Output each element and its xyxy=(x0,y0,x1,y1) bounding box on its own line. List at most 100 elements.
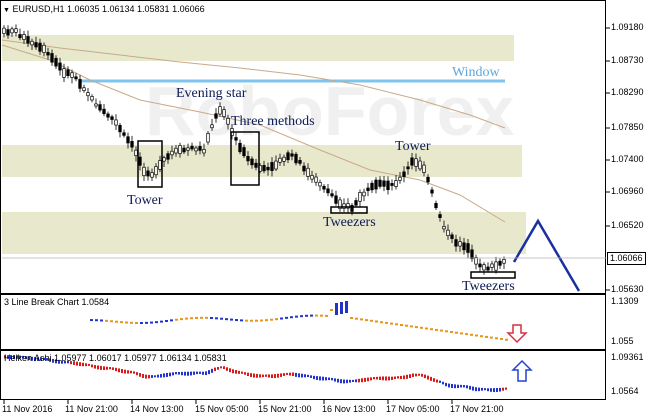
candle-body xyxy=(190,145,194,150)
line-break-bar xyxy=(285,316,288,319)
heiken-ashi-bar xyxy=(394,376,396,380)
heiken-ashi-bar xyxy=(382,376,384,381)
candle-body xyxy=(218,106,222,115)
price-label: 1.09180 xyxy=(611,22,644,32)
candle-body xyxy=(126,136,130,144)
line-break-bar xyxy=(115,320,118,323)
heiken-ashi-bar xyxy=(478,387,480,392)
heiken-ashi-bar xyxy=(178,371,180,375)
line-break-bar xyxy=(290,316,293,319)
candle-body xyxy=(306,167,310,177)
candle-body xyxy=(350,204,354,212)
candle-body xyxy=(146,170,150,177)
heiken-ashi-bar xyxy=(94,365,96,369)
candle-body xyxy=(466,243,470,253)
line-break-bar xyxy=(480,335,483,338)
line-break-bar xyxy=(280,317,283,320)
candle-body xyxy=(346,203,350,209)
price-label: 1.06520 xyxy=(611,220,644,230)
line-break-bar xyxy=(435,328,438,331)
candle-body xyxy=(166,153,170,160)
candle-body xyxy=(134,149,138,157)
candle-body xyxy=(478,263,482,268)
line-break-bar xyxy=(230,318,233,321)
line-break-bar xyxy=(145,321,148,324)
candle-body xyxy=(114,119,118,126)
heiken-ashi-bar xyxy=(124,369,126,374)
candle-body xyxy=(486,266,490,271)
heiken-ashi-bar xyxy=(115,367,117,372)
candle-body xyxy=(338,199,342,210)
heiken-ashi-bar xyxy=(208,370,210,375)
heiken-ashi-bar xyxy=(25,356,27,360)
candle-body xyxy=(206,133,210,143)
heiken-ashi-bar xyxy=(349,379,351,383)
heiken-ashi-bar xyxy=(142,373,144,378)
candle-body xyxy=(154,166,158,176)
line-break-bar xyxy=(465,333,468,336)
moving-average-slow xyxy=(1,39,506,129)
candle-body xyxy=(394,180,398,187)
line-break-bar xyxy=(135,321,138,324)
line-break-bar xyxy=(335,303,338,315)
heiken-ashi-bar xyxy=(163,373,165,378)
indicator-pane-heiken-ashi[interactable] xyxy=(0,350,606,400)
candle-body xyxy=(30,40,34,46)
heiken-ashi-bar xyxy=(331,377,333,381)
candle-body xyxy=(122,132,126,136)
line-break-bar xyxy=(505,338,508,341)
label-tweezers-2: Tweezers xyxy=(462,279,515,294)
candle-body xyxy=(398,176,402,181)
heiken-ashi-bar xyxy=(418,373,420,376)
heiken-ashi-bar xyxy=(58,359,60,364)
candle-body xyxy=(454,239,458,247)
heiken-ashi-bar xyxy=(430,376,432,381)
candle-body xyxy=(158,160,162,170)
heiken-ashi-bar xyxy=(271,374,273,379)
candle-body xyxy=(390,183,394,186)
candle-body xyxy=(266,166,270,171)
heiken-ashi-bar xyxy=(286,372,288,375)
label-tower-1: Tower xyxy=(127,193,163,208)
heiken-ashi-bar xyxy=(130,370,132,374)
heiken-ashi-bar xyxy=(472,386,474,391)
candle-body xyxy=(142,166,146,177)
main-chart-pane[interactable] xyxy=(0,0,606,294)
line-break-bar xyxy=(350,317,353,319)
heiken-ashi-bar xyxy=(358,378,360,383)
heiken-ashi-bar xyxy=(316,376,318,380)
heiken-ashi-bar xyxy=(214,367,216,372)
candle-body xyxy=(34,42,38,48)
heiken-ashi-bar xyxy=(496,388,498,393)
heiken-ashi-bar xyxy=(415,373,417,377)
heiken-ashi-bar xyxy=(367,377,369,382)
candle-body xyxy=(382,180,386,187)
heiken-ashi-bar xyxy=(37,357,39,361)
heiken-ashi-bar xyxy=(343,379,345,384)
dropdown-triangle-icon[interactable]: ▼ xyxy=(3,7,10,14)
heiken-ashi-bar xyxy=(193,371,195,375)
heiken-ashi-bar xyxy=(475,387,477,392)
candle-body xyxy=(214,113,218,119)
line-break-bar xyxy=(265,319,268,322)
time-label: 16 Nov 13:00 xyxy=(322,404,376,414)
indicator-pane-three-line-break[interactable] xyxy=(0,294,606,350)
heiken-ashi-bar xyxy=(247,372,249,376)
candle-body xyxy=(110,116,114,120)
indicator-2-header: Heiken Ashi 1.05977 1.06017 1.05977 1.06… xyxy=(4,353,227,363)
line-break-bar xyxy=(235,319,238,322)
heiken-ashi-bar xyxy=(85,363,87,367)
tweezers-box-2 xyxy=(470,271,516,279)
watermark-logo: RoboForex xyxy=(145,72,515,150)
heiken-ashi-bar xyxy=(400,375,402,380)
heiken-ashi-bar xyxy=(337,378,339,383)
candle-body xyxy=(354,200,358,206)
candle-body xyxy=(498,260,502,266)
three-methods-box xyxy=(230,131,260,186)
heiken-ashi-bar xyxy=(166,372,168,377)
candle-body xyxy=(330,193,334,197)
candle-body xyxy=(90,96,94,101)
heiken-ashi-bar xyxy=(445,382,447,387)
heiken-ashi-bar xyxy=(457,384,459,389)
current-price-badge: 1.06066 xyxy=(607,252,646,265)
